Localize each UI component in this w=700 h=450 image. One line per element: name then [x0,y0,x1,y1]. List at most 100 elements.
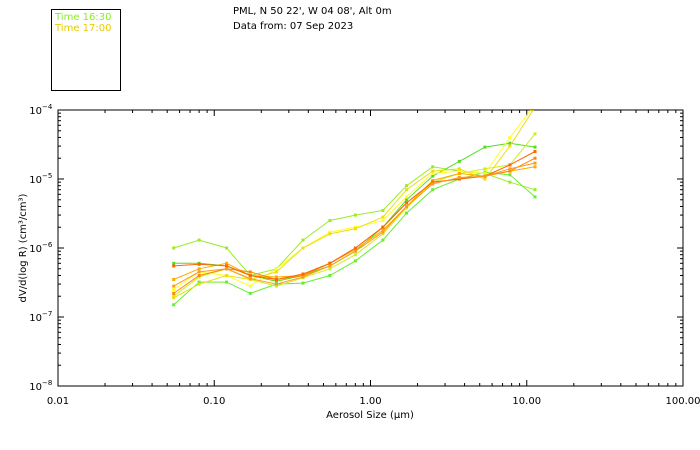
data-point [508,180,512,184]
data-point [197,267,201,271]
data-point [533,195,537,199]
data-point [483,172,487,175]
data-point [248,277,252,281]
data-point [431,165,435,169]
data-point [274,279,278,283]
data-point [405,188,408,192]
data-point [381,219,385,222]
data-point [381,232,385,236]
data-point [353,246,357,250]
data-point [328,261,332,265]
y-tick-label-base: 10 [29,244,42,255]
data-point [172,294,176,298]
data-point [225,280,229,284]
data-point [533,156,537,160]
series-line-2 [173,166,536,277]
data-point [381,230,385,234]
data-point [431,172,435,175]
data-point [431,174,435,178]
data-point [431,180,435,184]
data-point [225,246,229,250]
data-point [172,261,176,265]
data-point [274,275,278,279]
data-point [457,167,461,171]
data-point [405,184,408,188]
data-point [483,167,487,171]
data-point [508,136,512,139]
data-point [405,211,408,215]
x-tick-label: 0.10 [203,396,225,407]
y-tick-label-exponent: −5 [42,172,52,180]
data-point [248,270,252,274]
data-point [533,188,537,192]
data-point [381,209,385,212]
data-point [328,274,332,277]
data-point [508,144,512,148]
data-point [301,246,305,250]
chart-title: PML, N 50 22', W 04 08', Alt 0m [233,6,392,17]
data-point [172,291,176,295]
data-point [172,278,176,281]
data-point [431,188,435,192]
x-tick-label: 0.01 [47,396,69,407]
data-point [508,167,512,171]
data-point [431,182,435,186]
data-point [197,262,201,266]
data-point [328,219,332,222]
data-point [225,274,229,277]
y-tick-label-base: 10 [29,313,42,324]
data-point [533,165,537,169]
legend: Time 16:30 Time 17:00 [51,9,121,91]
data-point [328,230,332,234]
data-point [353,253,357,257]
data-point [508,173,512,177]
plot-area-frame [57,109,684,387]
series-line-1 [173,171,536,306]
data-point [225,264,229,268]
data-point [533,161,537,165]
data-point [274,267,278,271]
data-point [274,282,278,286]
data-point [457,172,461,175]
data-point [197,238,201,242]
data-point [274,270,278,274]
data-point [381,228,385,232]
data-point [225,267,229,271]
data-point [172,284,176,288]
data-point [405,205,408,208]
y-tick-label-base: 10 [29,175,42,186]
data-point [197,274,201,277]
y-tick-label-base: 10 [29,382,42,393]
data-point [197,270,201,274]
x-tick-label: 10.00 [512,396,541,407]
data-point [225,261,229,265]
data-point [483,177,487,181]
data-point [301,275,305,279]
y-tick-label-exponent: −4 [42,103,53,111]
data-point [353,249,357,253]
data-point [457,176,461,179]
data-point [248,284,252,288]
data-point [353,213,357,217]
data-point [328,232,332,236]
x-axis-label: Aerosol Size (μm) [326,410,414,421]
x-tick-label: 100.00 [666,396,700,407]
data-point [457,159,461,163]
x-tick-label: 1.00 [359,396,381,407]
data-point [328,267,332,271]
y-tick-label-exponent: −6 [42,241,53,249]
data-point [405,201,408,205]
data-point [353,225,357,229]
data-point [483,145,487,149]
chart-subtitle: Data from: 07 Sep 2023 [233,21,354,32]
data-point [533,132,537,136]
data-point [274,284,278,288]
data-point [533,145,537,149]
data-point [431,169,435,173]
y-tick-label-exponent: −8 [42,379,52,387]
data-point [301,281,305,285]
data-point [172,303,176,307]
data-point [328,264,332,268]
data-point [248,291,252,295]
